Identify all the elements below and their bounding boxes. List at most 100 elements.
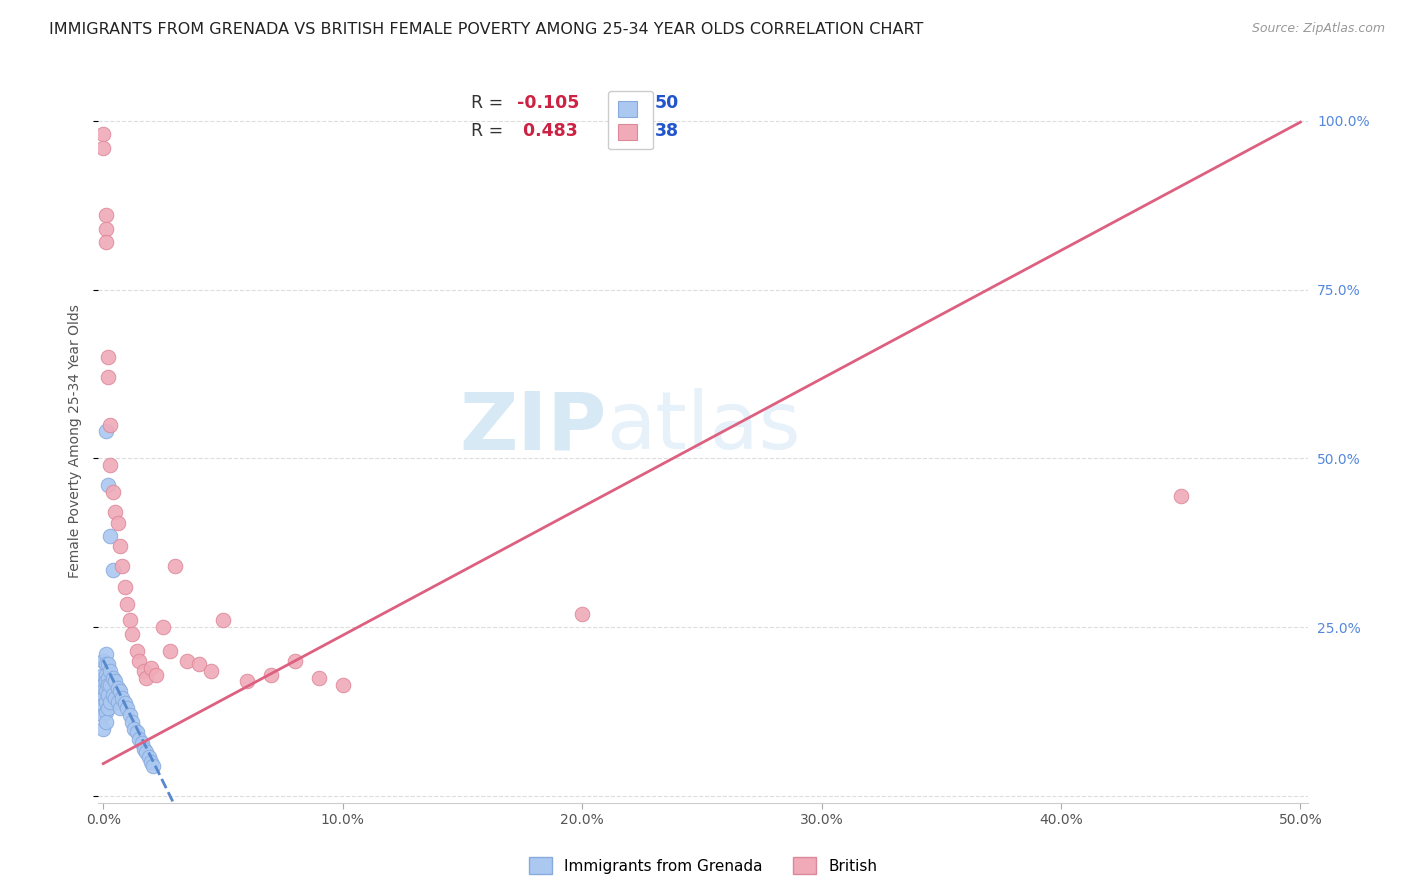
Point <box>91 684 114 698</box>
Point <box>284 654 307 668</box>
Point <box>128 731 150 746</box>
Point <box>94 647 117 661</box>
Point <box>159 644 181 658</box>
Point <box>332 678 354 692</box>
Point <box>139 756 162 770</box>
Point <box>97 671 120 685</box>
Point <box>200 664 222 678</box>
Point <box>163 559 186 574</box>
Point <box>91 691 114 706</box>
Point <box>114 580 136 594</box>
Point <box>94 425 117 439</box>
Point <box>104 691 127 706</box>
Point <box>97 678 120 692</box>
Point <box>94 208 117 222</box>
Point <box>104 674 127 689</box>
Point <box>94 694 117 708</box>
Point <box>101 563 124 577</box>
Point <box>571 607 593 621</box>
Point <box>121 714 143 729</box>
Point <box>94 684 117 698</box>
Point <box>176 654 198 668</box>
Point <box>107 694 129 708</box>
Point <box>111 691 134 706</box>
Point <box>97 701 120 715</box>
Text: N =: N = <box>598 95 648 112</box>
Point <box>97 657 120 672</box>
Y-axis label: Female Poverty Among 25-34 Year Olds: Female Poverty Among 25-34 Year Olds <box>69 304 83 579</box>
Legend: Immigrants from Grenada, British: Immigrants from Grenada, British <box>523 851 883 880</box>
Point <box>91 128 114 142</box>
Text: IMMIGRANTS FROM GRENADA VS BRITISH FEMALE POVERTY AMONG 25-34 YEAR OLDS CORRELAT: IMMIGRANTS FROM GRENADA VS BRITISH FEMAL… <box>49 22 924 37</box>
Point <box>128 654 150 668</box>
Point <box>97 688 120 702</box>
Point <box>94 235 117 250</box>
Point <box>115 701 138 715</box>
Point <box>115 597 138 611</box>
Point <box>135 671 157 685</box>
Point <box>97 350 120 364</box>
Point <box>100 678 122 692</box>
Text: 0.483: 0.483 <box>517 122 578 140</box>
Legend: , : , <box>609 91 652 149</box>
Point <box>145 667 167 681</box>
Point <box>121 627 143 641</box>
Text: R =: R = <box>471 95 509 112</box>
Point <box>97 478 120 492</box>
Point <box>212 614 235 628</box>
Point <box>101 671 124 685</box>
Point <box>91 141 114 155</box>
Point <box>118 708 141 723</box>
Point <box>139 661 162 675</box>
Point <box>94 657 117 672</box>
Point <box>260 667 283 681</box>
Text: ZIP: ZIP <box>458 388 606 467</box>
Point <box>104 505 127 519</box>
Point <box>188 657 211 672</box>
Point <box>152 620 174 634</box>
Point <box>125 644 148 658</box>
Point <box>91 678 114 692</box>
Point <box>100 417 122 432</box>
Point <box>100 694 122 708</box>
Point <box>101 688 124 702</box>
Point <box>308 671 330 685</box>
Text: -0.105: -0.105 <box>517 95 579 112</box>
Point <box>91 667 114 681</box>
Point <box>97 370 120 384</box>
Point <box>132 741 155 756</box>
Text: R =: R = <box>471 122 509 140</box>
Point <box>91 654 114 668</box>
Point <box>118 614 141 628</box>
Point <box>91 722 114 736</box>
Point <box>91 708 114 723</box>
Text: 50: 50 <box>655 95 679 112</box>
Point <box>94 667 117 681</box>
Point <box>108 701 131 715</box>
Point <box>132 664 155 678</box>
Point <box>107 516 129 530</box>
Point <box>131 736 153 750</box>
Point <box>142 758 165 772</box>
Point <box>100 664 122 678</box>
Point <box>94 705 117 719</box>
Point <box>100 529 122 543</box>
Point <box>94 674 117 689</box>
Point <box>236 674 259 689</box>
Point <box>100 458 122 472</box>
Text: 38: 38 <box>655 122 679 140</box>
Point <box>94 222 117 236</box>
Point <box>114 696 136 710</box>
Text: N =: N = <box>598 122 648 140</box>
Point <box>135 745 157 759</box>
Point <box>101 485 124 500</box>
Point <box>107 681 129 695</box>
Point <box>111 559 134 574</box>
Point <box>124 722 146 736</box>
Text: Source: ZipAtlas.com: Source: ZipAtlas.com <box>1251 22 1385 36</box>
Text: atlas: atlas <box>606 388 800 467</box>
Point <box>108 539 131 553</box>
Point <box>125 725 148 739</box>
Point <box>108 684 131 698</box>
Point <box>138 750 160 764</box>
